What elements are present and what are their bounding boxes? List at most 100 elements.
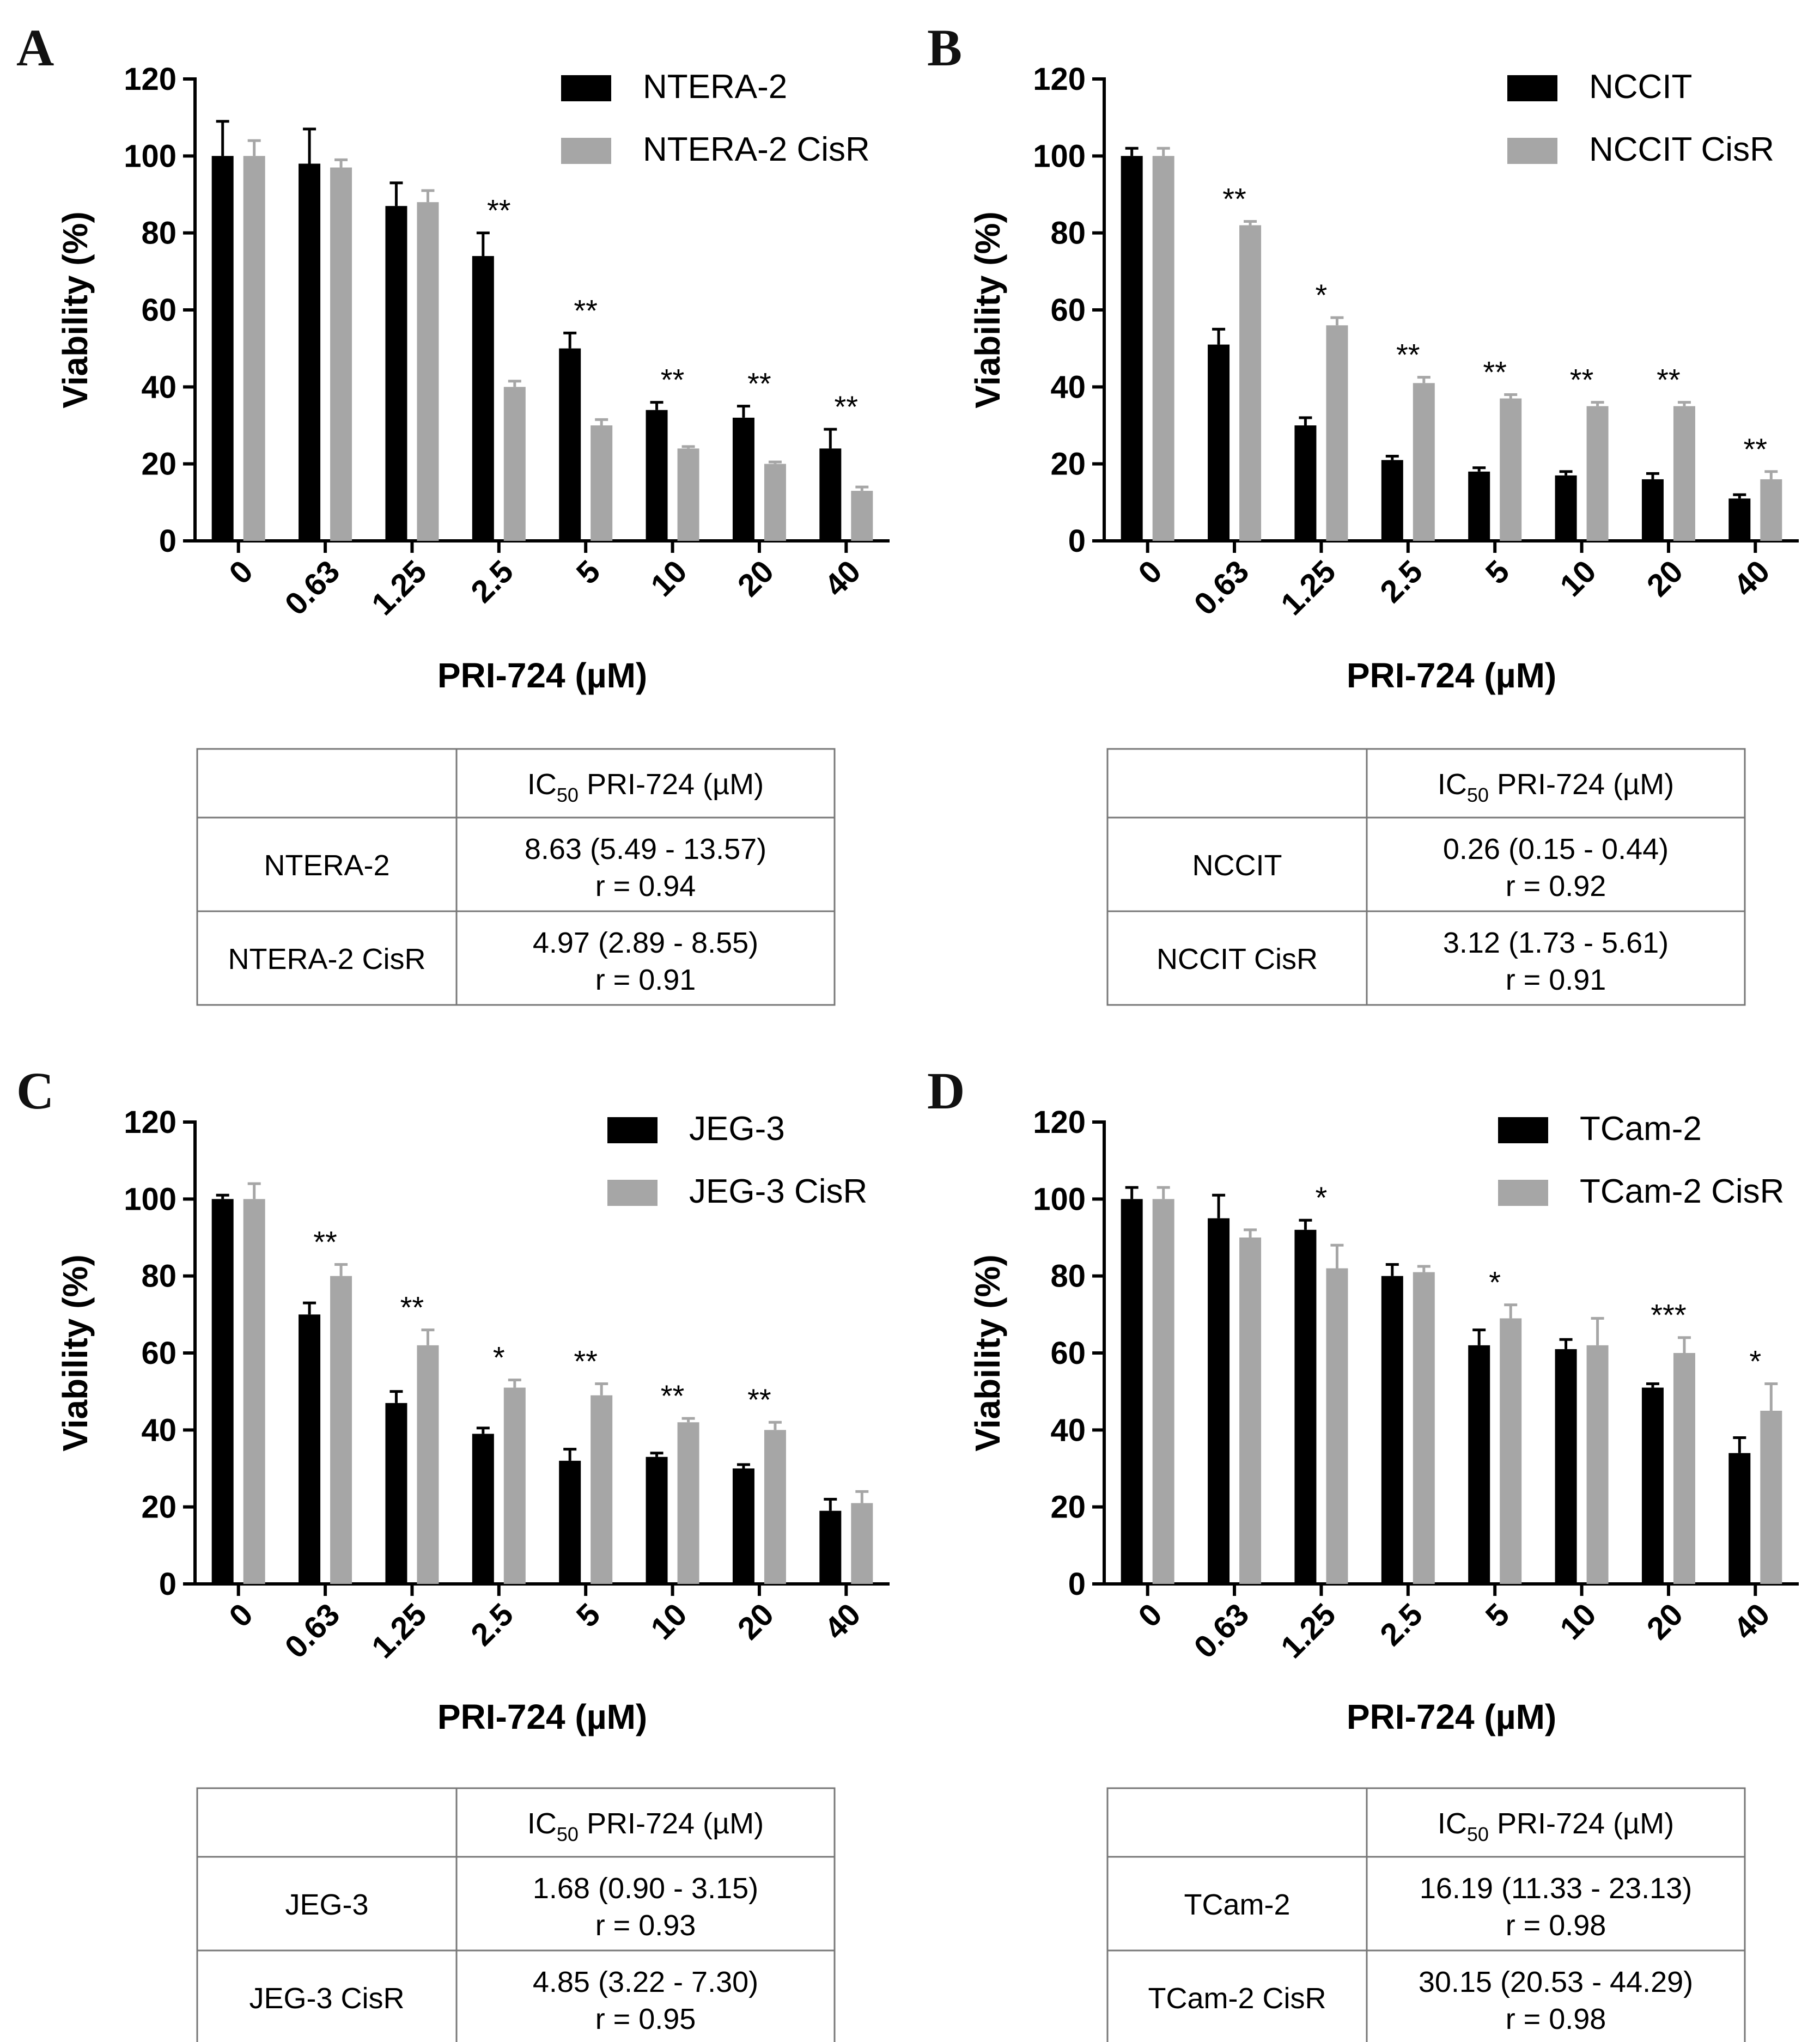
table-cell-value: 0.26 (0.15 - 0.44) bbox=[1443, 833, 1669, 865]
bar-parental bbox=[1381, 460, 1403, 541]
x-tick-label: 0 bbox=[1131, 1596, 1169, 1634]
y-tick-label: 100 bbox=[1033, 1181, 1086, 1217]
bar-parental bbox=[299, 1314, 321, 1584]
y-tick-label: 60 bbox=[1050, 1336, 1086, 1371]
table-header: IC50 PRI-724 (µM) bbox=[527, 768, 764, 806]
x-tick-label: 10 bbox=[1553, 553, 1603, 604]
y-axis-title: Viability (%) bbox=[968, 1254, 1007, 1452]
table-cell-r: r = 0.93 bbox=[595, 1909, 696, 1942]
bar-cisr bbox=[330, 167, 352, 541]
legend-label: NCCIT bbox=[1589, 68, 1692, 106]
significance-label: ** bbox=[574, 293, 598, 327]
x-tick-label: 2.5 bbox=[464, 553, 520, 609]
bar-parental bbox=[1468, 471, 1490, 541]
bar-parental bbox=[385, 206, 407, 541]
x-axis-title: PRI-724 (µM) bbox=[1347, 1697, 1556, 1736]
y-tick-label: 80 bbox=[141, 1259, 176, 1294]
bar-cisr bbox=[1760, 479, 1782, 541]
y-axis-title: Viability (%) bbox=[968, 211, 1007, 409]
legend-label: JEG-3 CisR bbox=[689, 1173, 867, 1210]
bar-cisr bbox=[1239, 225, 1262, 541]
bar-cisr bbox=[1586, 406, 1609, 541]
x-axis-title: PRI-724 (µM) bbox=[437, 656, 647, 695]
table-header: IC50 PRI-724 (µM) bbox=[1438, 768, 1674, 806]
x-tick-label: 0.63 bbox=[1187, 1596, 1256, 1665]
bar-cisr bbox=[1152, 1199, 1174, 1584]
table-border bbox=[196, 1787, 836, 2042]
significance-label: ** bbox=[1570, 363, 1594, 397]
y-tick-label: 20 bbox=[141, 1490, 176, 1525]
legend-swatch bbox=[1498, 1117, 1548, 1143]
table-cell-line: NTERA-2 bbox=[264, 849, 389, 882]
y-tick-label: 100 bbox=[1033, 138, 1086, 174]
bar-cisr bbox=[243, 1199, 265, 1584]
y-tick-label: 20 bbox=[141, 447, 176, 482]
y-tick-label: 40 bbox=[1050, 369, 1086, 405]
y-tick-label: 0 bbox=[1068, 1566, 1086, 1602]
bar-cisr bbox=[677, 1422, 699, 1584]
significance-label: * bbox=[1316, 1180, 1328, 1215]
x-tick-label: 10 bbox=[644, 1596, 694, 1647]
legend-label: NCCIT CisR bbox=[1589, 131, 1774, 168]
y-tick-label: 120 bbox=[124, 1105, 176, 1140]
legend-label: TCam-2 bbox=[1580, 1110, 1702, 1148]
bar-parental bbox=[385, 1403, 407, 1584]
bar-cisr bbox=[1586, 1345, 1609, 1584]
x-tick-label: 40 bbox=[818, 1596, 868, 1647]
ic50-table: IC50 PRI-724 (µM) TCam-2 16.19 (11.33 - 23… bbox=[1106, 1787, 1746, 2042]
bar-parental bbox=[1641, 479, 1664, 541]
bar-cisr bbox=[1673, 1353, 1695, 1584]
significance-label: *** bbox=[1651, 1298, 1686, 1332]
table-cell-value: 4.85 (3.22 - 7.30) bbox=[533, 1966, 758, 1998]
x-tick-label: 20 bbox=[1640, 1596, 1690, 1647]
bar-parental bbox=[299, 163, 321, 541]
significance-label: * bbox=[1489, 1265, 1501, 1300]
bar-cisr bbox=[503, 387, 526, 541]
table-border bbox=[196, 748, 836, 1006]
significance-label: ** bbox=[661, 363, 685, 397]
legend-swatch bbox=[561, 75, 611, 101]
x-tick-label: 0 bbox=[1131, 553, 1169, 591]
table-cell-line: JEG-3 CisR bbox=[249, 1982, 404, 2015]
y-tick-label: 120 bbox=[1033, 62, 1086, 97]
bar-parental bbox=[1468, 1345, 1490, 1584]
bar-parental bbox=[732, 1468, 754, 1584]
bar-cisr bbox=[851, 491, 873, 541]
panel-letter: B bbox=[927, 19, 962, 77]
bar-parental bbox=[646, 410, 668, 541]
bar-parental bbox=[1641, 1387, 1664, 1584]
legend-swatch bbox=[1507, 75, 1557, 101]
legend-swatch bbox=[1498, 1180, 1548, 1206]
y-tick-label: 0 bbox=[159, 523, 176, 559]
x-tick-label: 2.5 bbox=[1373, 553, 1429, 609]
ic50-table: IC50 PRI-724 (µM) NCCIT 0.26 (0.15 - 0.44)… bbox=[1106, 748, 1746, 1006]
y-tick-label: 60 bbox=[141, 1336, 176, 1371]
table-cell-r: r = 0.98 bbox=[1506, 2003, 1606, 2035]
bar-cisr bbox=[851, 1503, 873, 1584]
table-cell-line: JEG-3 bbox=[285, 1888, 368, 1921]
legend-swatch bbox=[607, 1117, 658, 1143]
y-axis-title: Viability (%) bbox=[56, 211, 95, 409]
legend-label: NTERA-2 bbox=[643, 68, 787, 106]
table-cell-line: TCam-2 bbox=[1184, 1888, 1290, 1921]
bar-cisr bbox=[1500, 1318, 1522, 1584]
y-tick-label: 120 bbox=[124, 62, 176, 97]
table-cell-value: 8.63 (5.49 - 13.57) bbox=[525, 833, 766, 865]
table-cell-value: 3.12 (1.73 - 5.61) bbox=[1443, 926, 1669, 959]
bar-parental bbox=[646, 1456, 668, 1584]
y-tick-label: 40 bbox=[1050, 1412, 1086, 1448]
bar-parental bbox=[1555, 475, 1577, 541]
bar-parental bbox=[1555, 1349, 1577, 1584]
bar-cisr bbox=[243, 156, 265, 541]
bar-parental bbox=[1728, 498, 1751, 541]
bar-cisr bbox=[1760, 1411, 1782, 1584]
y-tick-label: 60 bbox=[141, 292, 176, 328]
significance-label: ** bbox=[1744, 432, 1768, 466]
bar-cisr bbox=[1673, 406, 1695, 541]
x-tick-label: 40 bbox=[1727, 1596, 1777, 1647]
significance-label: ** bbox=[1657, 363, 1681, 397]
bar-cisr bbox=[417, 202, 439, 541]
y-tick-label: 40 bbox=[141, 369, 176, 405]
x-tick-label: 0.63 bbox=[278, 553, 346, 622]
